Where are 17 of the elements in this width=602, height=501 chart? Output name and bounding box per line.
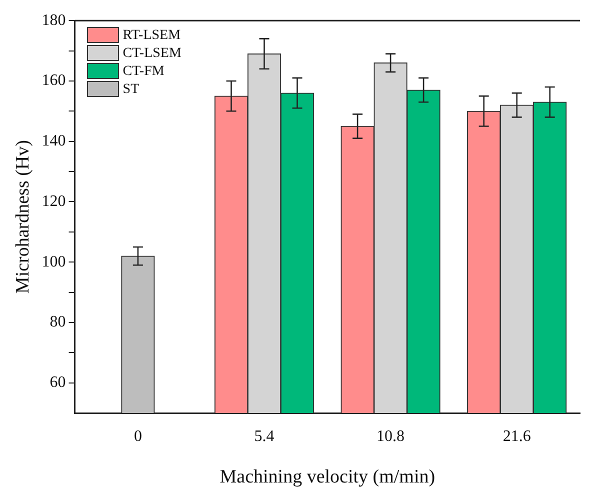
y-tick-label: 60	[50, 374, 66, 392]
y-tick-label: 80	[50, 314, 66, 331]
legend-label: RT-LSEM	[122, 26, 181, 44]
x-axis-title: Machining velocity (m/min)	[220, 466, 436, 488]
y-tick-label: 120	[42, 192, 66, 210]
y-tick-label: 140	[42, 132, 66, 150]
y-tick-label: 100	[42, 253, 66, 270]
x-tick-label: 5.4	[254, 428, 274, 445]
x-tick-label: 10.8	[376, 428, 405, 445]
legend-label: ST	[122, 80, 140, 98]
x-tick-label: 0	[134, 428, 142, 445]
legend-label: CT-LSEM	[122, 44, 182, 62]
y-tick-label: 180	[42, 12, 66, 29]
legend-label: CT-FM	[122, 62, 164, 80]
y-tick-label: 160	[42, 72, 66, 90]
x-tick-label: 21.6	[502, 428, 531, 445]
y-axis-title: Microhardness (Hv)	[12, 140, 34, 294]
